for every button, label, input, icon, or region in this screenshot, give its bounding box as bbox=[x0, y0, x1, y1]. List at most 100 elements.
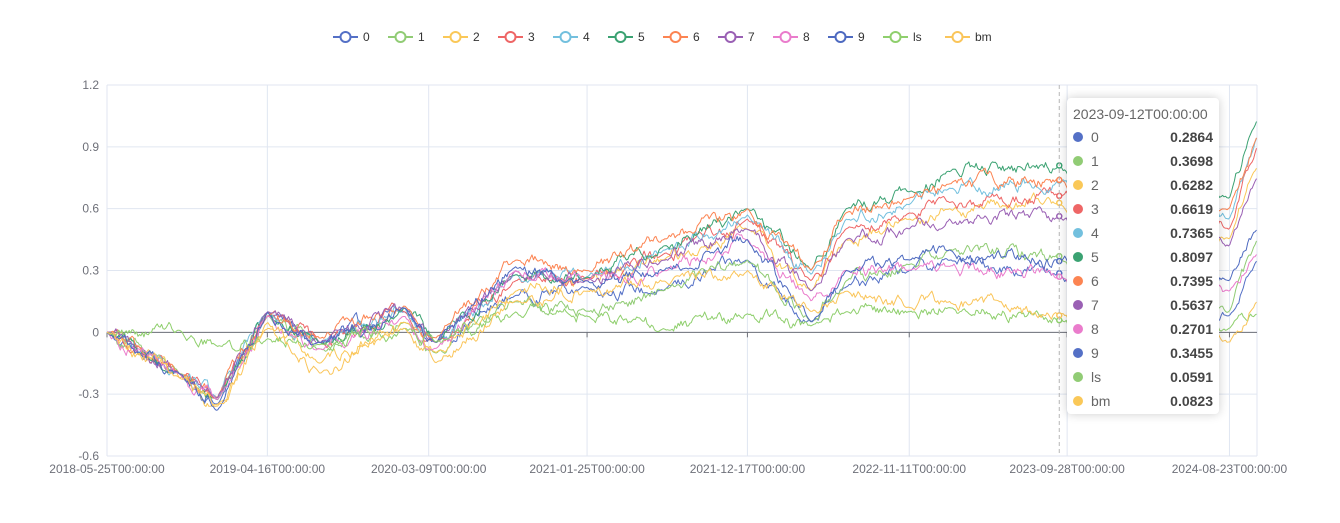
legend-label: 3 bbox=[528, 30, 535, 44]
legend-marker bbox=[614, 31, 627, 43]
legend-item-bm[interactable]: bm bbox=[945, 30, 992, 44]
tooltip-series-dot bbox=[1073, 156, 1083, 166]
tooltip-row: bm 0.0823 bbox=[1073, 389, 1213, 413]
legend-item-7[interactable]: 7 bbox=[718, 30, 755, 44]
y-tick-label: -0.6 bbox=[78, 449, 99, 463]
tooltip-series-value: 0.6619 bbox=[1170, 201, 1213, 217]
legend-marker bbox=[951, 31, 964, 43]
legend[interactable]: 0 1 2 3 4 5 6 7 8 9 ls bm bbox=[333, 30, 992, 44]
x-tick-label: 2023-09-28T00:00:00 bbox=[1009, 462, 1125, 476]
y-tick-label: 1.2 bbox=[82, 78, 99, 92]
tooltip-row: 4 0.7365 bbox=[1073, 221, 1213, 245]
tooltip: 2023-09-12T00:00:00 0 0.2864 1 0.3698 2 0.628… bbox=[1067, 98, 1219, 414]
tooltip-series-name: 8 bbox=[1091, 321, 1099, 337]
tooltip-series-name: 0 bbox=[1091, 129, 1099, 145]
tooltip-series-dot bbox=[1073, 204, 1083, 214]
tooltip-row: 7 0.5637 bbox=[1073, 293, 1213, 317]
legend-item-ls[interactable]: ls bbox=[883, 30, 922, 44]
legend-marker bbox=[394, 31, 407, 43]
legend-item-8[interactable]: 8 bbox=[773, 30, 810, 44]
series-line-ls[interactable] bbox=[106, 302, 1257, 352]
tooltip-series-value: 0.8097 bbox=[1170, 249, 1213, 265]
legend-label: 9 bbox=[858, 30, 865, 44]
tooltip-series-value: 0.2701 bbox=[1170, 321, 1213, 337]
tooltip-series-name: ls bbox=[1091, 369, 1102, 385]
legend-marker bbox=[834, 31, 847, 43]
tooltip-row: 8 0.2701 bbox=[1073, 317, 1213, 341]
legend-label: 5 bbox=[638, 30, 645, 44]
x-tick-label: 2024-08-23T00:00:00 bbox=[1172, 462, 1288, 476]
x-tick-label: 2020-03-09T00:00:00 bbox=[371, 462, 487, 476]
tooltip-series-name: 1 bbox=[1091, 153, 1099, 169]
x-tick-label: 2021-12-17T00:00:00 bbox=[690, 462, 806, 476]
tooltip-row: 6 0.7395 bbox=[1073, 269, 1213, 293]
legend-item-3[interactable]: 3 bbox=[498, 30, 535, 44]
x-axis: 2018-05-25T00:00:00 2019-04-16T00:00:00 20… bbox=[49, 331, 1288, 476]
tooltip-series-dot bbox=[1073, 324, 1083, 334]
tooltip-series-value: 0.3698 bbox=[1170, 153, 1213, 169]
legend-label: 4 bbox=[583, 30, 590, 44]
series-line-1[interactable] bbox=[106, 240, 1257, 400]
tooltip-series-value: 0.2864 bbox=[1170, 129, 1213, 145]
legend-label: 8 bbox=[803, 30, 810, 44]
x-tick-label: 2022-11-11T00:00:00 bbox=[852, 462, 966, 476]
y-tick-label: -0.3 bbox=[78, 387, 99, 401]
series-line-9[interactable] bbox=[106, 229, 1257, 411]
y-axis: 1.2 0.9 0.6 0.3 0 -0.3 -0.6 bbox=[78, 78, 99, 463]
x-tick-label: 2019-04-16T00:00:00 bbox=[210, 462, 326, 476]
legend-item-9[interactable]: 9 bbox=[828, 30, 865, 44]
tooltip-row: 0 0.2864 bbox=[1073, 125, 1213, 149]
legend-item-4[interactable]: 4 bbox=[553, 30, 590, 44]
tooltip-series-dot bbox=[1073, 276, 1083, 286]
tooltip-series-name: 5 bbox=[1091, 249, 1099, 265]
legend-label: 7 bbox=[748, 30, 755, 44]
tooltip-series-value: 0.7395 bbox=[1170, 273, 1213, 289]
tooltip-series-name: 2 bbox=[1091, 177, 1099, 193]
legend-marker bbox=[724, 31, 737, 43]
y-tick-label: 0.3 bbox=[82, 264, 99, 278]
legend-label: 0 bbox=[363, 30, 370, 44]
legend-marker bbox=[669, 31, 682, 43]
tooltip-series-dot bbox=[1073, 372, 1083, 382]
series-line-bm[interactable] bbox=[106, 268, 1257, 407]
tooltip-row: 3 0.6619 bbox=[1073, 197, 1213, 221]
tooltip-series-dot bbox=[1073, 396, 1083, 406]
legend-marker bbox=[559, 31, 572, 43]
tooltip-series-name: 9 bbox=[1091, 345, 1099, 361]
y-tick-label: 0.6 bbox=[82, 202, 99, 216]
legend-label: 2 bbox=[473, 30, 480, 44]
tooltip-series-value: 0.5637 bbox=[1170, 297, 1213, 313]
legend-item-0[interactable]: 0 bbox=[333, 30, 370, 44]
legend-label: bm bbox=[975, 30, 992, 44]
tooltip-series-dot bbox=[1073, 252, 1083, 262]
legend-marker bbox=[779, 31, 792, 43]
legend-item-6[interactable]: 6 bbox=[663, 30, 700, 44]
legend-item-1[interactable]: 1 bbox=[388, 30, 425, 44]
series-line-5[interactable] bbox=[106, 121, 1257, 401]
tooltip-series-dot bbox=[1073, 300, 1083, 310]
x-tick-label: 2018-05-25T00:00:00 bbox=[49, 462, 165, 476]
tooltip-row: 1 0.3698 bbox=[1073, 149, 1213, 173]
y-tick-label: 0.9 bbox=[82, 140, 99, 154]
tooltip-series-value: 0.7365 bbox=[1170, 225, 1213, 241]
y-tick-label: 0 bbox=[92, 325, 99, 339]
tooltip-series-dot bbox=[1073, 180, 1083, 190]
tooltip-series-name: 3 bbox=[1091, 201, 1099, 217]
legend-marker bbox=[339, 31, 352, 43]
series-line-6[interactable] bbox=[106, 137, 1257, 399]
tooltip-row: 5 0.8097 bbox=[1073, 245, 1213, 269]
tooltip-series-name: 7 bbox=[1091, 297, 1099, 313]
tooltip-rows: 0 0.2864 1 0.3698 2 0.6282 3 0.6619 4 0.7365 5 0.80… bbox=[1073, 125, 1213, 413]
legend-marker bbox=[449, 31, 462, 43]
series-lines[interactable] bbox=[106, 121, 1257, 411]
legend-marker bbox=[504, 31, 517, 43]
tooltip-series-value: 0.6282 bbox=[1170, 177, 1213, 193]
legend-label: 6 bbox=[693, 30, 700, 44]
tooltip-series-value: 0.3455 bbox=[1170, 345, 1213, 361]
tooltip-row: ls 0.0591 bbox=[1073, 365, 1213, 389]
legend-item-2[interactable]: 2 bbox=[443, 30, 480, 44]
legend-item-5[interactable]: 5 bbox=[608, 30, 645, 44]
tooltip-row: 9 0.3455 bbox=[1073, 341, 1213, 365]
tooltip-series-name: 4 bbox=[1091, 225, 1099, 241]
